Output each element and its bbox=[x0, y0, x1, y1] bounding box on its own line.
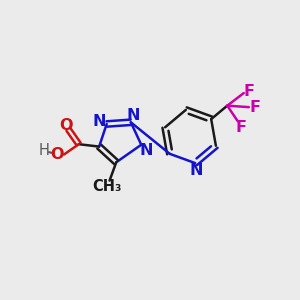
Text: N: N bbox=[92, 114, 106, 129]
Text: CH₃: CH₃ bbox=[92, 179, 122, 194]
Text: O: O bbox=[51, 147, 64, 162]
Text: H: H bbox=[38, 143, 49, 158]
Text: F: F bbox=[250, 100, 261, 115]
Text: F: F bbox=[235, 120, 246, 135]
Text: N: N bbox=[127, 108, 140, 123]
Text: N: N bbox=[190, 164, 203, 178]
Text: F: F bbox=[243, 84, 254, 99]
Text: N: N bbox=[140, 143, 153, 158]
Text: O: O bbox=[59, 118, 73, 133]
